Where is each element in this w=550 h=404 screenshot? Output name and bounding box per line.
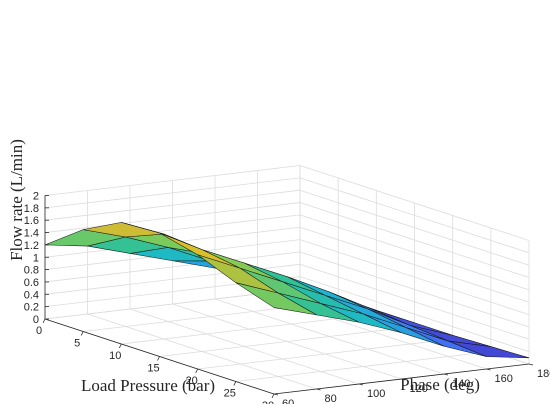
x-tick-label: 25 xyxy=(224,388,236,400)
grid-line xyxy=(299,276,530,353)
grid-line xyxy=(299,189,530,266)
x-tick xyxy=(118,343,122,349)
grid-line xyxy=(299,251,530,328)
y-tick xyxy=(358,383,364,386)
y-axis-label: Phase (deg) xyxy=(400,375,480,394)
z-tick-label: 0.6 xyxy=(24,277,39,289)
x-tick-label: 10 xyxy=(109,350,121,362)
z-tick-label: 1 xyxy=(33,252,39,264)
z-tick-label: 0.2 xyxy=(24,302,39,314)
x-tick-label: 15 xyxy=(147,363,159,375)
y-tick xyxy=(273,393,279,396)
y-tick xyxy=(486,368,491,371)
y-tick-label: 120 xyxy=(410,383,428,395)
x-tick-label: 0 xyxy=(36,325,42,337)
y-tick-label: 160 xyxy=(495,373,513,385)
x-tick xyxy=(271,393,275,399)
grid-line xyxy=(299,165,530,241)
x-tick xyxy=(42,318,46,324)
z-tick-label: 1.8 xyxy=(24,203,39,215)
z-tick-label: 0 xyxy=(33,314,39,326)
grid-line xyxy=(299,202,530,278)
surface-layer xyxy=(44,222,530,359)
grid-line xyxy=(44,165,301,196)
grid-line xyxy=(299,226,530,303)
x-tick xyxy=(233,381,237,386)
x-tick-label: 30 xyxy=(262,400,274,404)
y-tick xyxy=(401,378,406,381)
y-tick xyxy=(316,388,321,391)
x-tick xyxy=(157,356,160,361)
grid-line xyxy=(44,189,301,221)
z-tick-label: 0.4 xyxy=(24,289,39,301)
x-tick-label: 20 xyxy=(186,375,198,387)
grid-line xyxy=(87,313,317,390)
grid-line xyxy=(299,239,530,315)
z-tick-label: 1.2 xyxy=(24,240,39,252)
x-tick xyxy=(195,368,199,374)
x-tick xyxy=(80,331,84,336)
z-tick-label: 0.8 xyxy=(24,265,39,277)
grid-line xyxy=(299,263,530,340)
grid-line xyxy=(44,251,301,283)
y-tick-label: 140 xyxy=(452,378,470,390)
x-tick-label: 5 xyxy=(74,338,80,350)
y-tick xyxy=(528,363,534,366)
y-tick-label: 100 xyxy=(367,388,385,400)
y-tick-label: 60 xyxy=(282,398,294,404)
grid-line xyxy=(129,308,360,385)
z-tick-label: 1.4 xyxy=(24,228,39,240)
z-tick-label: 1.6 xyxy=(24,215,39,227)
grid-line xyxy=(214,298,445,375)
grid-line xyxy=(44,202,301,233)
grid-line xyxy=(172,303,402,380)
grid-line xyxy=(44,177,301,209)
axis-layer: 00.20.40.60.811.21.41.61.820510152025306… xyxy=(24,191,550,404)
x-axis-label: Load Pressure (bar) xyxy=(81,376,215,395)
grid-line xyxy=(299,214,530,291)
surface-cell xyxy=(235,282,317,316)
z-tick-label: 2 xyxy=(33,191,39,203)
z-axis-label: Flow rate (L/min) xyxy=(7,139,26,261)
y-tick-label: 180 xyxy=(537,368,550,380)
y-tick xyxy=(443,373,449,376)
y-tick-label: 80 xyxy=(325,393,337,404)
grid-line xyxy=(299,177,530,254)
